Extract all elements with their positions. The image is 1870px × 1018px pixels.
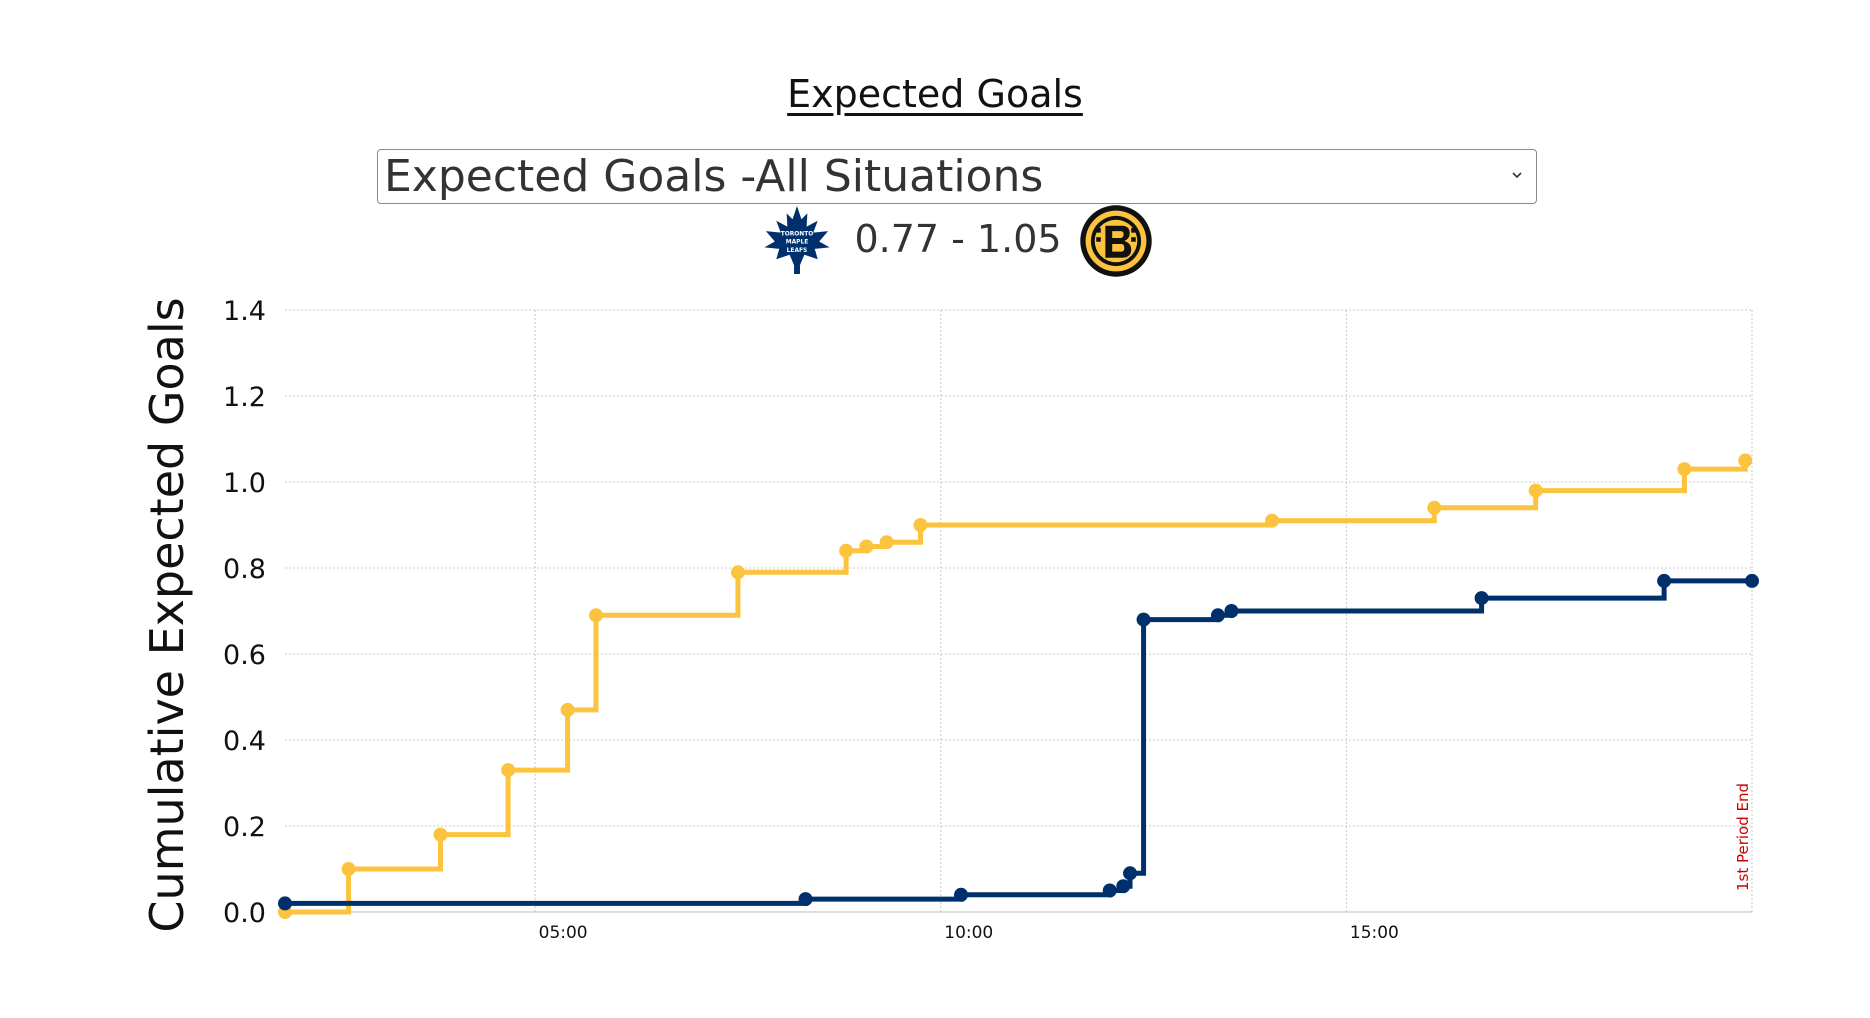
data-point [501, 763, 516, 778]
x-tick-label: 05:00 [539, 923, 588, 943]
svg-text:MAPLE: MAPLE [786, 240, 809, 246]
y-tick-label: 1.0 [223, 468, 266, 499]
data-point [1116, 879, 1131, 894]
data-point [1528, 483, 1543, 498]
chevron-down-icon [1512, 172, 1522, 179]
y-axis-label: Cumulative Expected Goals [140, 297, 194, 932]
y-tick-label: 1.2 [223, 382, 266, 413]
data-point [1265, 513, 1280, 528]
data-point [1210, 608, 1225, 623]
x-tick-label: 15:00 [1350, 923, 1399, 943]
data-point [1745, 573, 1759, 588]
data-point [1224, 604, 1239, 618]
data-point [730, 565, 745, 580]
boston-bruins-logo [1080, 205, 1152, 277]
score-text: 0.77 - 1.05 [854, 217, 1062, 261]
data-point [1102, 883, 1117, 898]
data-point [1123, 866, 1138, 881]
x-tick-labels: 05:00 10:00 15:00 [539, 923, 1399, 943]
y-tick-label: 0.0 [223, 898, 266, 929]
metric-select[interactable]: Expected Goals -All Situations [377, 149, 1537, 204]
data-point [839, 543, 854, 558]
data-point [1474, 591, 1489, 606]
y-tick-label: 0.8 [223, 554, 266, 585]
data-point [1657, 573, 1672, 588]
data-point [1427, 500, 1442, 515]
series-line-1 [285, 458, 1752, 915]
data-point [798, 892, 813, 907]
data-point [278, 896, 292, 911]
data-point [954, 887, 969, 902]
data-point [341, 862, 356, 876]
data-point [1738, 453, 1753, 468]
y-tick-label: 0.2 [223, 812, 266, 843]
data-point [1677, 462, 1692, 477]
series-points [278, 453, 1759, 919]
metric-select-value: Expected Goals -All Situations [384, 151, 1044, 202]
data-point [1136, 612, 1151, 627]
series-line-2 [285, 578, 1752, 906]
series-lines [285, 458, 1752, 915]
data-point [879, 535, 894, 550]
data-point [859, 539, 874, 554]
grid-lines [285, 309, 1753, 913]
y-tick-label: 0.6 [223, 640, 266, 671]
svg-text:TORONTO: TORONTO [781, 232, 814, 238]
period-end-annotation: 1st Period End [1734, 783, 1752, 891]
data-point [560, 702, 575, 717]
x-tick-label: 10:00 [944, 923, 993, 943]
data-point [588, 608, 603, 623]
y-tick-labels: 0.0 0.2 0.4 0.6 0.8 1.0 1.2 1.4 [223, 296, 266, 929]
toronto-maple-leafs-logo: TORONTO MAPLE LEAFS [764, 205, 830, 275]
svg-text:LEAFS: LEAFS [787, 248, 808, 254]
data-point [433, 827, 448, 842]
data-point [913, 518, 928, 532]
page-title: Expected Goals [787, 72, 1083, 116]
y-tick-label: 0.4 [223, 726, 266, 757]
score-row: TORONTO MAPLE LEAFS 0.77 - 1.05 [0, 203, 1870, 283]
y-tick-label: 1.4 [223, 296, 266, 327]
